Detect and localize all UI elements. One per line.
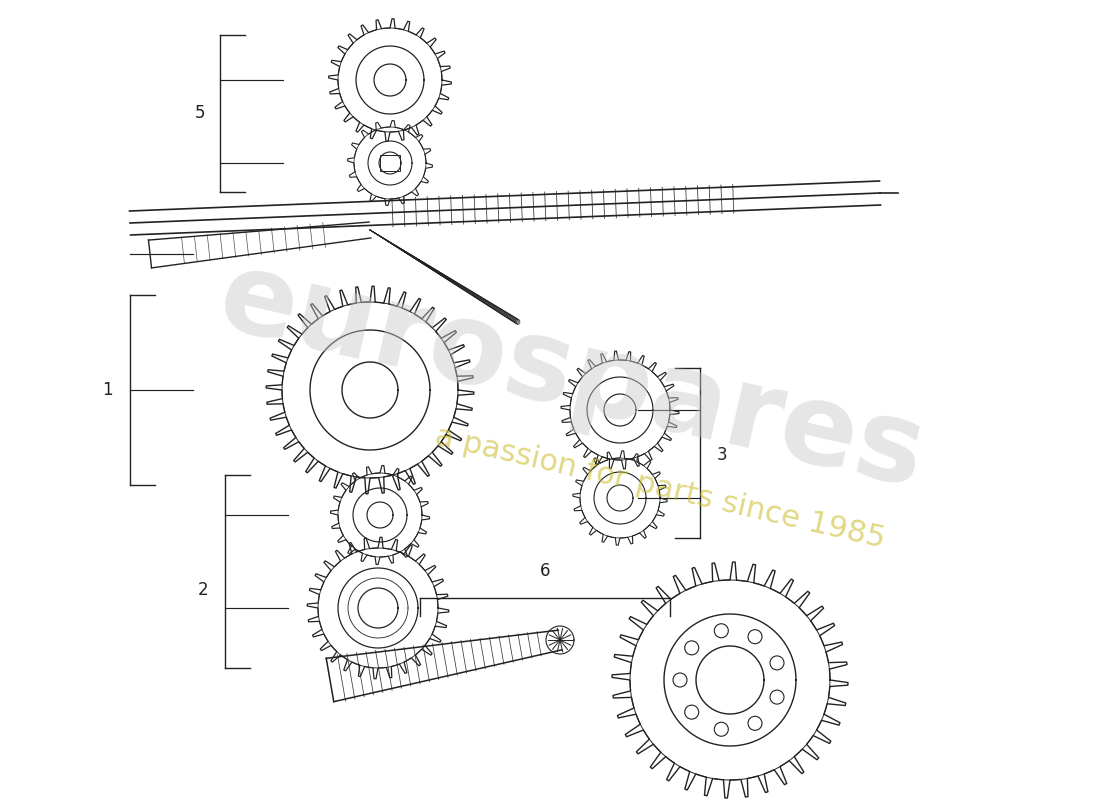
Bar: [379, 155, 400, 171]
Text: 5: 5: [195, 104, 205, 122]
Text: 6: 6: [540, 562, 550, 580]
Text: 3: 3: [717, 446, 727, 464]
Text: a passion for parts since 1985: a passion for parts since 1985: [432, 422, 888, 554]
Text: 1: 1: [102, 381, 113, 399]
Text: eurospares: eurospares: [209, 241, 935, 511]
Text: 2: 2: [197, 581, 208, 599]
